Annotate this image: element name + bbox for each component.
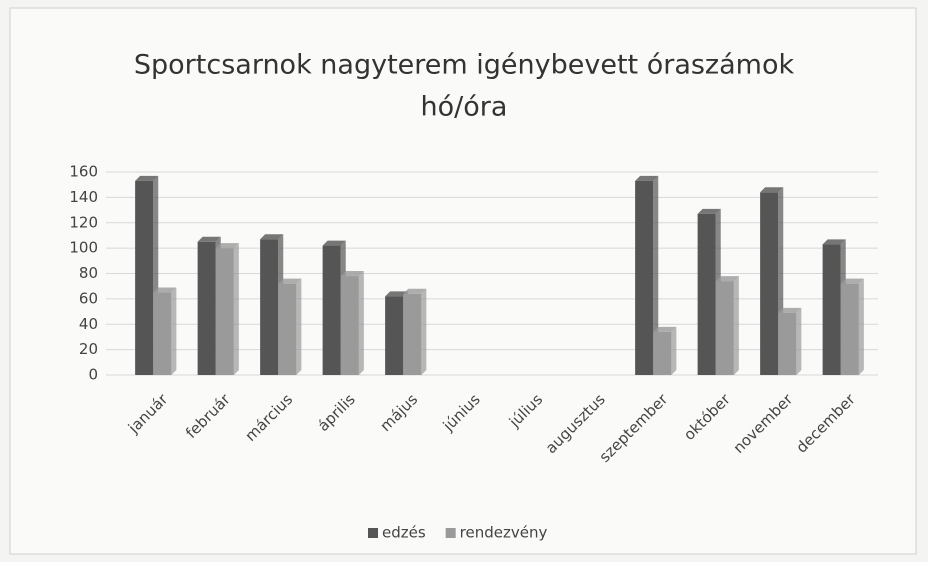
bar (260, 239, 279, 375)
bar-top (822, 239, 846, 245)
bar (653, 331, 672, 375)
bar (697, 213, 716, 375)
bar-top (840, 278, 864, 284)
bar-side (421, 288, 427, 375)
bar (635, 180, 654, 375)
bar-side (233, 243, 239, 375)
legend-swatch (368, 528, 378, 538)
bar-top (385, 291, 409, 297)
bar (322, 245, 341, 375)
bar-top (135, 175, 159, 181)
bar-side (858, 278, 864, 375)
y-tick-label: 60 (79, 289, 98, 307)
y-tick-label: 100 (69, 239, 98, 257)
bar-side (296, 278, 302, 375)
bar (822, 244, 841, 375)
legend-swatch (445, 528, 456, 538)
bar-top (153, 287, 177, 293)
bar (215, 248, 234, 375)
chart-title: hó/óra (421, 92, 508, 123)
legend-label: rendezvény (460, 524, 548, 542)
bar (278, 283, 297, 375)
bar (153, 292, 172, 375)
y-tick-label: 0 (88, 366, 98, 384)
y-tick-label: 160 (69, 163, 98, 181)
bar-top (653, 326, 677, 332)
y-tick-label: 80 (79, 264, 98, 282)
bar-top (403, 288, 427, 294)
bar-side (358, 271, 364, 375)
bar-side (653, 175, 659, 375)
bar-top (697, 208, 721, 214)
bar-top (278, 278, 302, 284)
legend-label: edzés (382, 524, 426, 542)
bar-top (322, 240, 346, 246)
y-tick-label: 140 (69, 188, 98, 206)
bar-top (215, 243, 239, 249)
bar (760, 192, 779, 375)
y-tick-label: 40 (79, 315, 98, 333)
bar-top (197, 236, 221, 242)
bar-side (796, 307, 802, 375)
bar-top (715, 276, 739, 282)
bar (715, 281, 734, 375)
bar-side (171, 287, 177, 375)
bar-side (733, 276, 739, 375)
bar (778, 312, 797, 375)
bar (197, 241, 216, 375)
bar (135, 180, 154, 375)
chart-title: Sportcsarnok nagyterem igénybevett órasz… (134, 50, 795, 81)
y-tick-label: 20 (79, 340, 98, 358)
bar (385, 296, 404, 375)
bar-side (671, 326, 677, 375)
y-tick-label: 120 (69, 213, 98, 231)
bar (403, 293, 422, 375)
bar (840, 283, 859, 375)
bar-top (760, 187, 784, 193)
bar-top (635, 175, 659, 181)
bar-top (260, 234, 284, 240)
bar (340, 276, 359, 375)
bar-top (340, 271, 364, 277)
bar-top (778, 307, 802, 313)
